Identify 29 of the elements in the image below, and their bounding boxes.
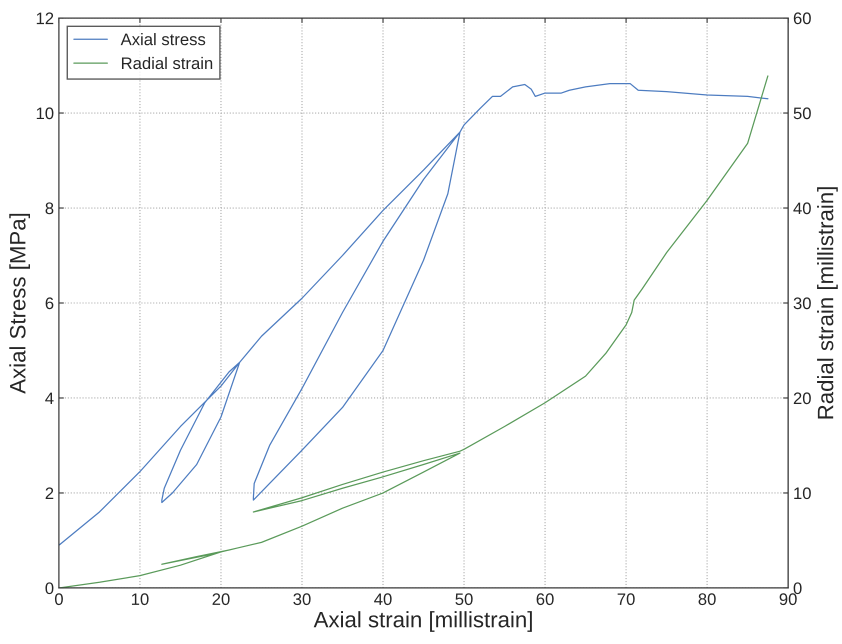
y-tick-label: 8 [46,202,54,214]
x-tick-label: 30 [293,593,311,606]
x-axis-title: Axial strain [millistrain] [314,611,532,632]
y2-tick-label: 10 [794,487,811,500]
y-tick-label: 6 [46,297,54,310]
x-tick-label: 20 [212,593,230,606]
y2-tick-label: 30 [794,297,811,310]
x-tick-label: 60 [536,593,554,606]
y-tick-label: 4 [45,392,54,404]
x-tick-label: 40 [374,593,392,606]
x-tick-label: 80 [698,593,716,606]
x-tick-label: 70 [618,593,635,606]
y2-tick-label: 0 [794,582,802,594]
y-tick-label: 12 [36,12,54,24]
y2-axis-title: Radial strain [millistrain] [817,187,838,418]
y2-tick-label: 50 [794,107,811,120]
x-tick-label: 90 [780,593,797,606]
x-tick-label: 50 [455,593,473,606]
legend-label: Axial stress [120,33,206,46]
y-axis-title: Axial Stress [MPa] [9,214,30,394]
legend-label: Radial strain [122,56,212,70]
y-tick-label: 10 [36,107,54,120]
y-tick-label: 2 [46,487,54,500]
y2-tick-label: 60 [794,12,811,24]
y2-tick-label: 20 [794,392,811,404]
y2-tick-label: 40 [793,202,811,214]
y-tick-label: 0 [45,582,54,594]
x-tick-label: 10 [132,593,149,606]
x-tick-label: 0 [54,593,63,606]
